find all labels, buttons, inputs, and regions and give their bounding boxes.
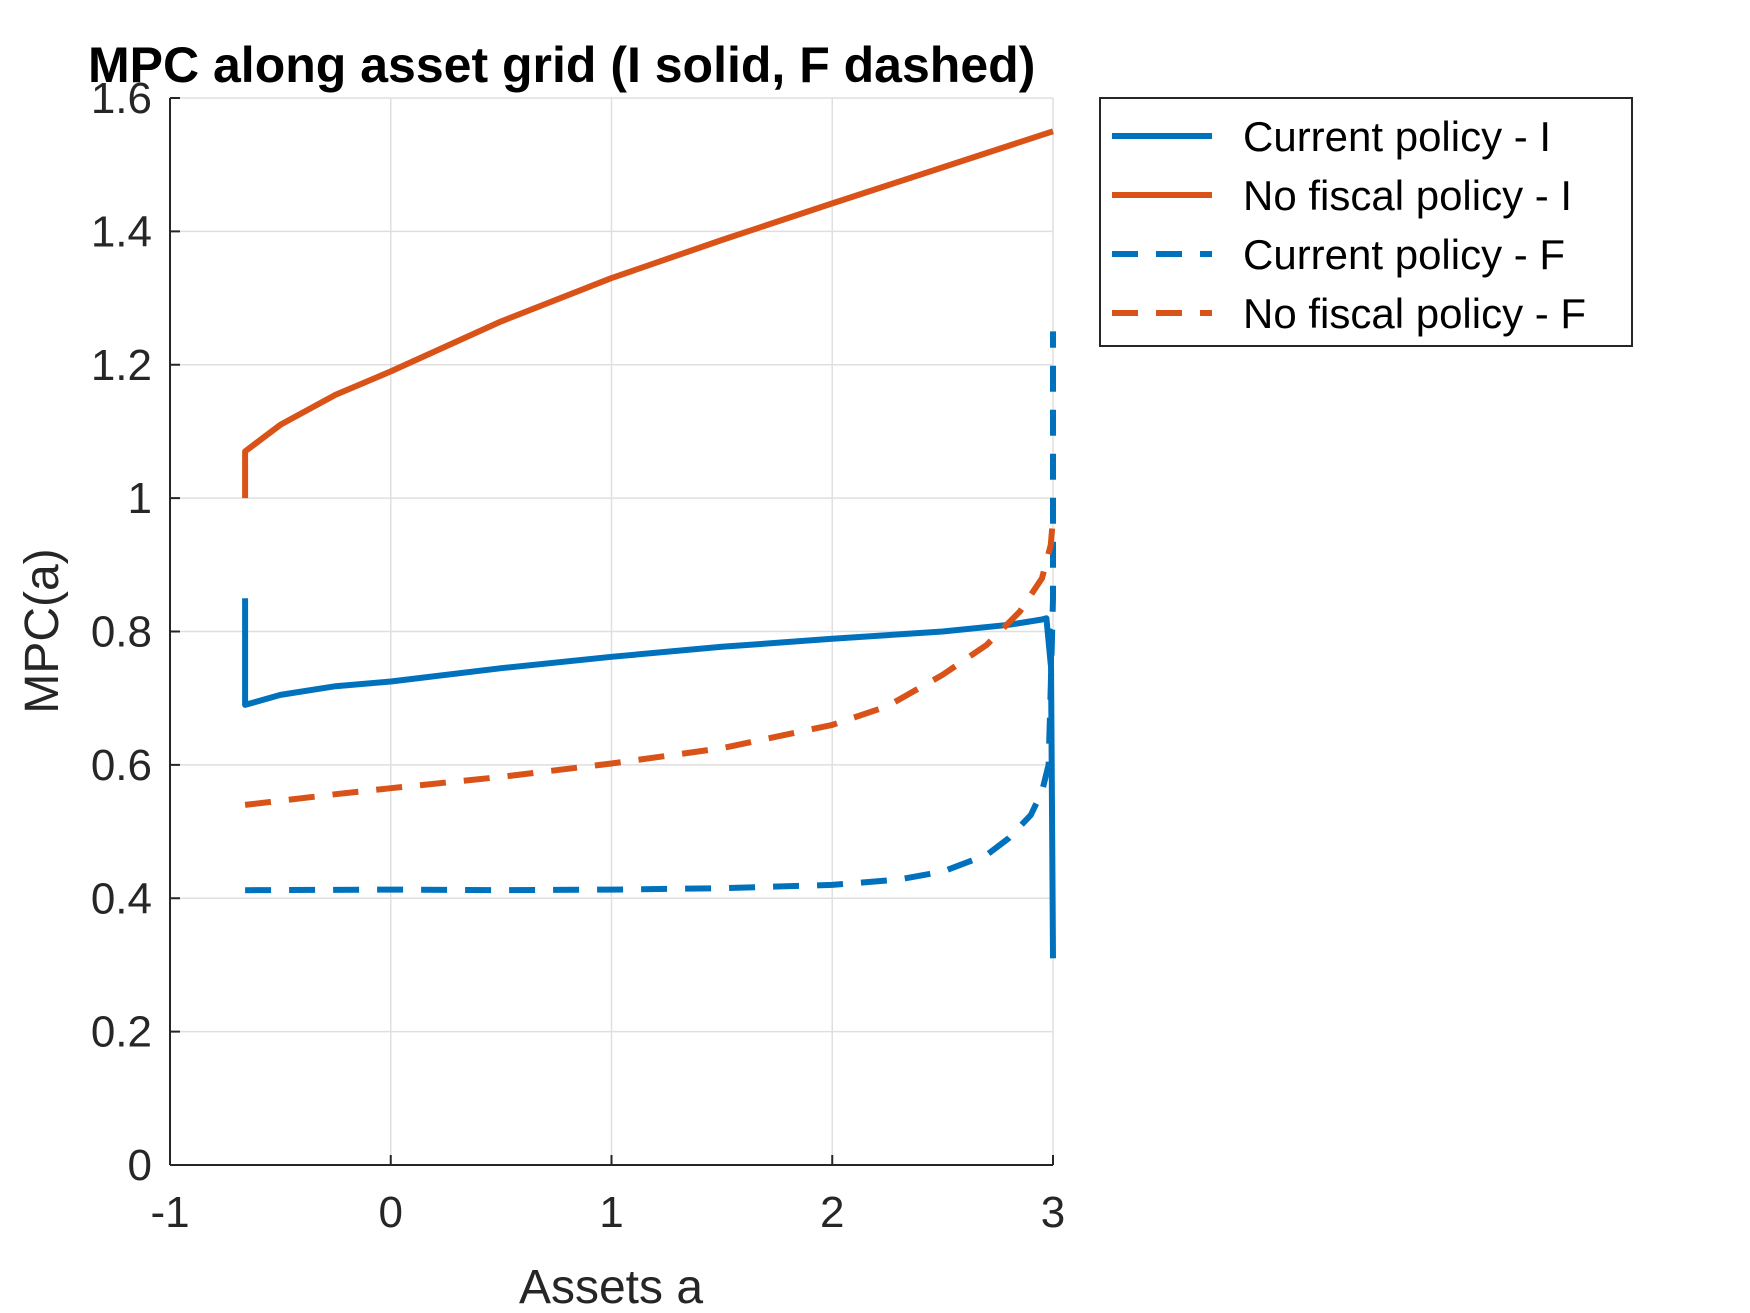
legend: Current policy - I No fiscal policy - I Cu… <box>1099 97 1633 347</box>
y-tick-label: 0.8 <box>91 608 152 657</box>
x-ticks: -1 0 1 2 3 <box>150 1155 1065 1237</box>
x-tick-label: 3 <box>1041 1188 1065 1237</box>
y-tick-label: 0 <box>128 1141 152 1190</box>
legend-box <box>1099 97 1633 347</box>
y-tick-label: 1.6 <box>91 74 152 123</box>
plot-lines <box>242 128 1056 959</box>
y-tick-label: 1.2 <box>91 341 152 390</box>
y-tick-label: 1.4 <box>91 207 152 256</box>
x-tick-label: 0 <box>379 1188 403 1237</box>
x-tick-label: -1 <box>150 1188 189 1237</box>
legend-label-4: No fiscal policy - F <box>1243 290 1586 337</box>
series-line-2 <box>242 128 1054 499</box>
x-axis-label: Assets a <box>519 1261 703 1313</box>
x-tick-label: 2 <box>820 1188 844 1237</box>
legend-label-2: No fiscal policy - I <box>1243 172 1572 219</box>
y-axis-label: MPC(a) <box>16 548 69 713</box>
y-tick-label: 0.2 <box>91 1008 152 1057</box>
y-tick-label: 1 <box>128 474 152 523</box>
y-tick-label: 0.4 <box>91 874 152 923</box>
y-tick-label: 0.6 <box>91 741 152 790</box>
y-ticks: 0 0.2 0.4 0.6 0.8 1 1.2 1.4 1.6 <box>91 74 180 1190</box>
series-line-4 <box>244 517 1056 808</box>
chart-title: MPC along asset grid (I solid, F dashed) <box>88 37 1035 93</box>
legend-label-3: Current policy - F <box>1243 231 1565 278</box>
series-line-1 <box>242 598 1056 959</box>
x-tick-label: 1 <box>599 1188 623 1237</box>
legend-label-1: Current policy - I <box>1243 113 1551 160</box>
series-line-3 <box>245 331 1056 894</box>
